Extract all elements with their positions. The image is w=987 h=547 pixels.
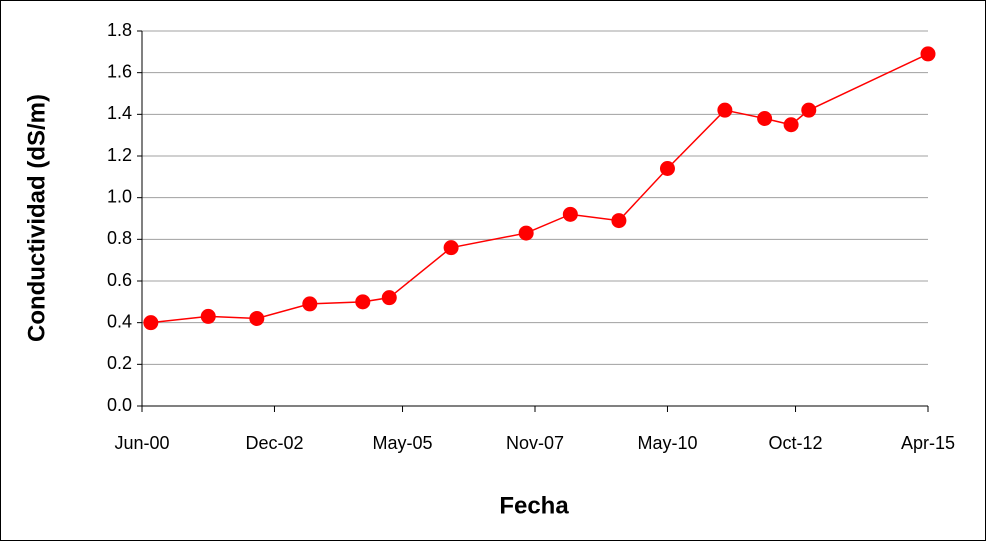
data-point	[783, 117, 799, 133]
data-point	[249, 311, 265, 326]
x-tick-label: May-05	[373, 433, 433, 453]
y-tick-label: 0.0	[107, 395, 132, 415]
y-tick-label: 1.6	[107, 61, 132, 81]
y-tick-label: 0.6	[107, 270, 132, 290]
y-tick-label: 0.2	[107, 353, 132, 373]
y-tick-label: 0.8	[107, 228, 132, 248]
x-tick-label: Dec-02	[245, 433, 303, 453]
x-tick-label: Apr-15	[901, 433, 955, 453]
data-point	[381, 290, 397, 306]
x-tick-label: Nov-07	[506, 433, 564, 453]
y-tick-label: 0.4	[107, 311, 132, 331]
x-tick-label: May-10	[637, 433, 697, 453]
data-point	[801, 102, 817, 118]
y-tick-label: 1.2	[107, 145, 132, 165]
data-point	[757, 111, 773, 126]
y-axis-title: Conductividad (dS/m)	[23, 94, 50, 342]
series-line	[150, 53, 929, 324]
y-tick-label: 1.4	[107, 103, 132, 123]
data-point	[920, 46, 936, 62]
data-point	[562, 206, 578, 222]
data-point	[143, 315, 159, 331]
data-point	[659, 161, 675, 176]
data-point	[518, 225, 534, 241]
x-tick-label: Oct-12	[769, 433, 823, 453]
data-point	[302, 296, 318, 312]
data-point	[355, 294, 371, 310]
data-point	[611, 213, 627, 229]
y-tick-label: 1.8	[107, 20, 132, 40]
data-point	[717, 102, 733, 118]
y-tick-label: 1.0	[107, 186, 132, 206]
x-axis-title: Fecha	[499, 492, 569, 519]
data-point	[443, 240, 459, 256]
x-tick-label: Jun-00	[114, 433, 169, 453]
data-point	[200, 308, 216, 324]
